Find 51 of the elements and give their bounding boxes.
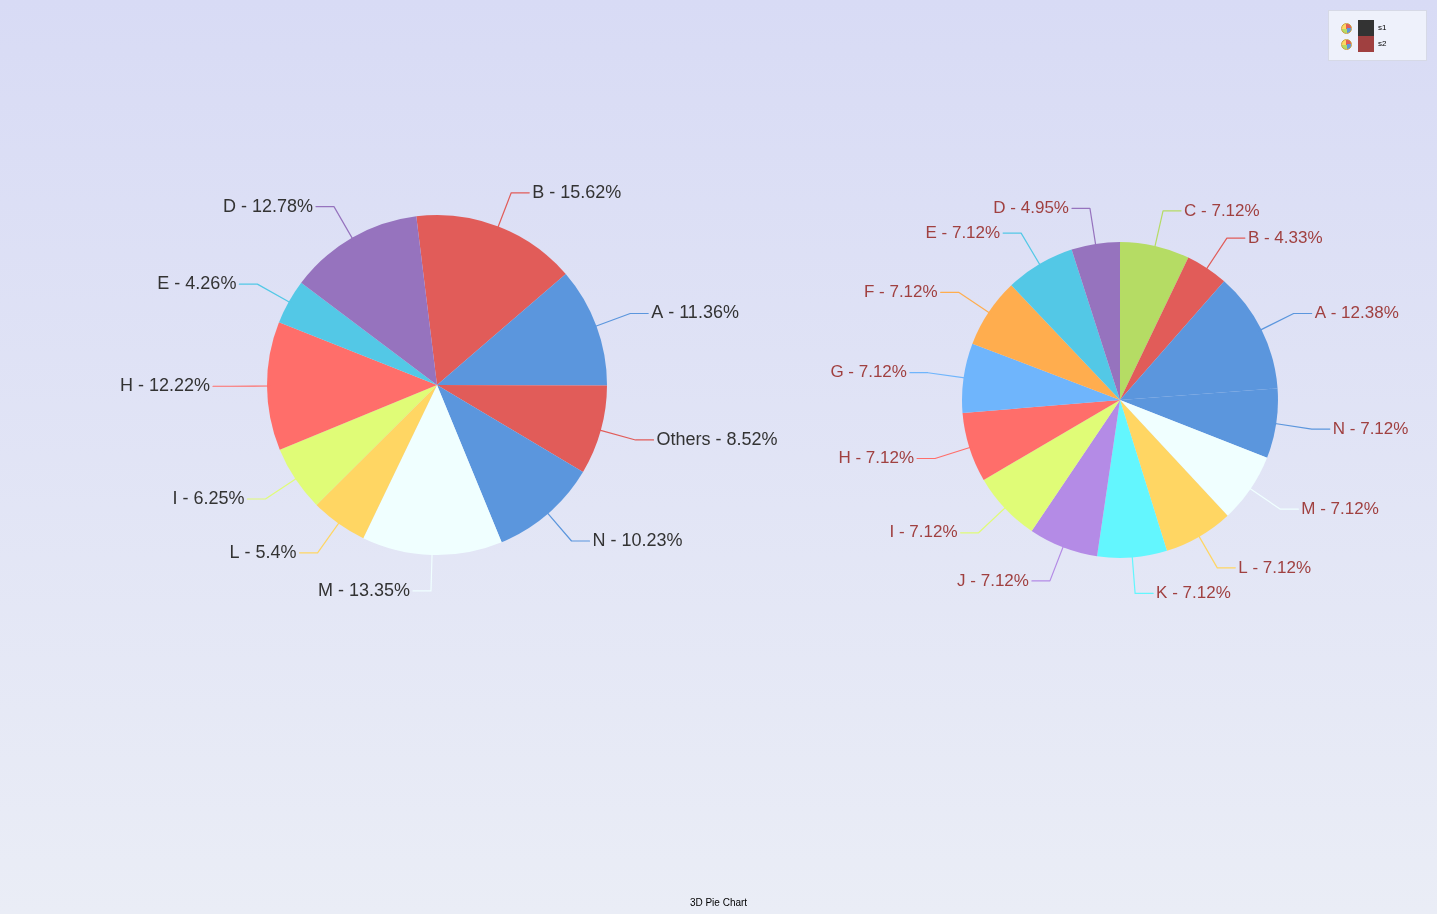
slice-label: E: [157, 273, 170, 294]
slice-label: D: [993, 198, 1006, 218]
data-label: ‐ 12.38%: [1330, 303, 1399, 323]
slice-label: F: [863, 281, 875, 301]
data-label: ‐ 4.33%: [1263, 227, 1323, 247]
data-label: ‐ 12.78%: [240, 195, 313, 216]
slice-label: I: [172, 487, 178, 508]
data-label: ‐ 10.23%: [610, 529, 683, 550]
data-label: ‐ 5.4%: [244, 541, 297, 562]
slice-label: M: [317, 579, 333, 600]
slice-label: G: [830, 362, 844, 382]
data-label: ‐ 7.12%: [1252, 557, 1312, 577]
slice-label: s2: [1378, 38, 1387, 50]
slice-label: L: [1238, 557, 1248, 577]
data-label: ‐ 6.25%: [182, 487, 245, 508]
slice-label: M: [1301, 498, 1316, 518]
data-label: ‐ 7.12%: [898, 522, 958, 542]
slice-label: Others: [656, 428, 711, 449]
data-label: ‐ 11.36%: [668, 302, 739, 323]
data-label: ‐ 7.12%: [848, 362, 907, 382]
data-label: ‐ 13.35%: [337, 579, 410, 600]
slice-label: H: [838, 448, 851, 468]
slice-label: I: [889, 522, 895, 542]
slice-label: H: [119, 375, 133, 396]
data-label: ‐ 12.22%: [137, 375, 211, 396]
slice-label: L: [229, 541, 240, 562]
slice-label: s1: [1378, 22, 1387, 34]
slice-label: A: [651, 302, 664, 323]
slice-label: E: [925, 222, 937, 242]
data-label: ‐ 7.12%: [1349, 418, 1409, 438]
data-label: ‐ 7.12%: [941, 222, 1001, 242]
slice-label: A: [1314, 303, 1327, 323]
data-label: ‐ 7.12%: [879, 281, 938, 301]
slice-label: N: [592, 529, 606, 550]
slice-label: K: [1156, 583, 1169, 603]
slice-label: N: [1332, 418, 1346, 438]
data-label: ‐ 4.26%: [174, 273, 237, 294]
slice-label: B: [532, 181, 545, 202]
data-label: ‐ 7.12%: [1201, 200, 1260, 220]
data-label: ‐ 4.95%: [1010, 198, 1069, 218]
slice-label: B: [1247, 227, 1260, 247]
data-label: ‐ 7.12%: [970, 570, 1029, 590]
slice-label: J: [957, 570, 966, 590]
data-label: ‐ 7.12%: [1172, 583, 1231, 603]
text: 3D Pie Chart: [689, 897, 748, 908]
data-label: ‐ 8.52%: [715, 428, 778, 449]
data-label: ‐ 15.62%: [549, 181, 622, 202]
data-label: ‐ 7.12%: [1320, 498, 1379, 518]
data-label: ‐ 7.12%: [855, 448, 915, 468]
slice-label: D: [222, 195, 236, 216]
slice-label: C: [1184, 200, 1197, 220]
